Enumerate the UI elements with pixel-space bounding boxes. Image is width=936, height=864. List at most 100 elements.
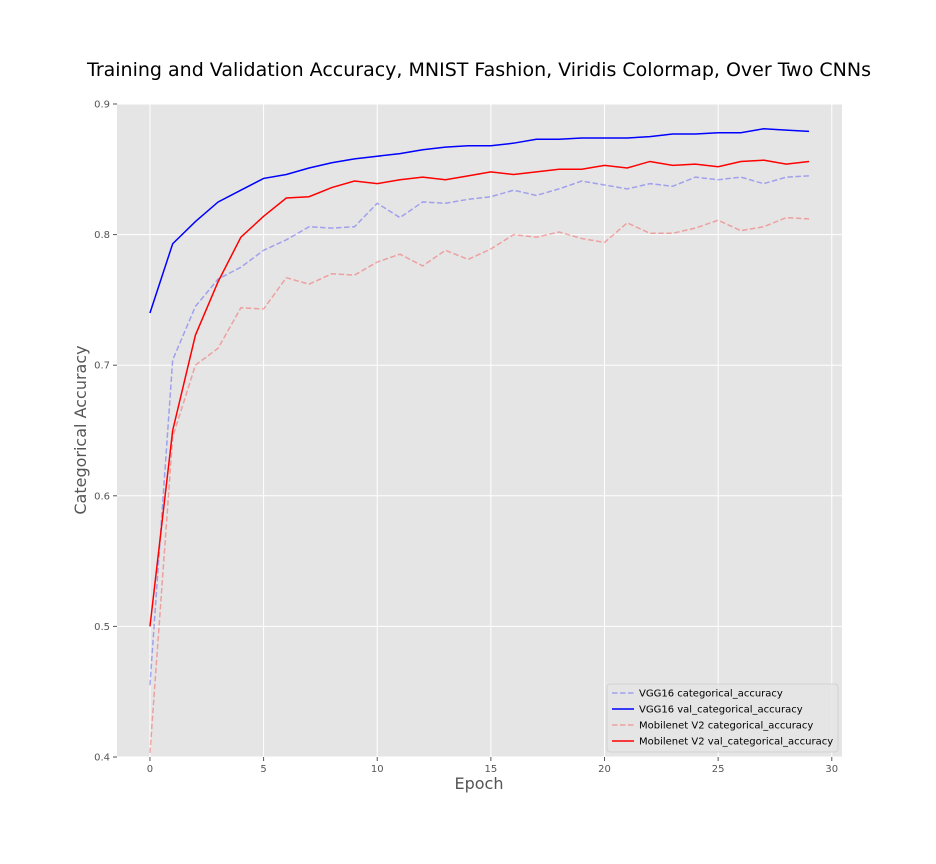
y-axis-label: Categorical Accuracy [71, 345, 90, 514]
data-point [558, 188, 559, 189]
data-point [786, 163, 787, 164]
data-point [240, 237, 241, 238]
data-point [354, 180, 355, 181]
data-point [399, 153, 400, 154]
data-point [695, 133, 696, 134]
data-point [763, 128, 764, 129]
series-line [149, 159, 810, 627]
chart-title: Training and Validation Accuracy, MNIST … [86, 59, 871, 81]
data-point [786, 177, 787, 178]
data-point [286, 197, 287, 198]
data-point [468, 199, 469, 200]
data-point [331, 227, 332, 228]
data-point [627, 167, 628, 168]
data-point [808, 131, 809, 132]
data-point [604, 242, 605, 243]
legend-label: Mobilenet V2 categorical_accuracy [639, 721, 813, 732]
x-tick-label: 15 [484, 764, 497, 775]
data-point [763, 226, 764, 227]
data-point [513, 190, 514, 191]
data-point [240, 190, 241, 191]
series-1 [149, 175, 810, 686]
data-point [763, 160, 764, 161]
data-point [422, 265, 423, 266]
x-tick-label: 30 [825, 764, 838, 775]
data-point [581, 238, 582, 239]
data-point [195, 365, 196, 366]
data-point [445, 203, 446, 204]
data-point [308, 284, 309, 285]
axes: 0 5 10 15 20 25 30 0.4 0.5 0.6 0.7 0.8 0.9 [94, 100, 838, 776]
series-2 [149, 128, 810, 314]
data-point [490, 145, 491, 146]
data-point [627, 188, 628, 189]
data-point [422, 177, 423, 178]
x-tick-label: 20 [598, 764, 611, 775]
data-point [354, 158, 355, 159]
data-point [468, 145, 469, 146]
data-point [354, 226, 355, 227]
data-point [331, 162, 332, 163]
data-point [604, 165, 605, 166]
data-point [172, 359, 173, 360]
data-point [240, 307, 241, 308]
data-point [445, 179, 446, 180]
data-point [490, 171, 491, 172]
data-point [672, 233, 673, 234]
x-axis-label: Epoch [455, 774, 504, 793]
y-tick-label: 0.9 [94, 100, 110, 111]
data-point [422, 149, 423, 150]
x-tick-label: 25 [712, 764, 725, 775]
data-point [604, 137, 605, 138]
data-point [377, 203, 378, 204]
y-tick-label: 0.8 [94, 230, 110, 241]
data-point [240, 267, 241, 268]
data-point [377, 261, 378, 262]
data-point [149, 752, 150, 753]
data-point [468, 175, 469, 176]
data-point [649, 136, 650, 137]
data-point [149, 312, 150, 313]
data-point [808, 218, 809, 219]
data-point [786, 217, 787, 218]
data-point [786, 130, 787, 131]
data-point [627, 137, 628, 138]
data-point [195, 335, 196, 336]
data-point [218, 201, 219, 202]
data-point [331, 187, 332, 188]
data-point [377, 156, 378, 157]
data-point [740, 177, 741, 178]
y-tick-label: 0.7 [94, 361, 110, 372]
series-lines [149, 128, 810, 754]
data-point [649, 183, 650, 184]
data-point [581, 169, 582, 170]
data-point [558, 139, 559, 140]
data-point [263, 250, 264, 251]
data-point [308, 226, 309, 227]
data-point [536, 195, 537, 196]
data-point [808, 175, 809, 176]
data-point [740, 132, 741, 133]
legend-label: Mobilenet V2 val_categorical_accuracy [639, 737, 833, 748]
data-point [149, 626, 150, 627]
data-point [536, 237, 537, 238]
legend-label: VGG16 val_categorical_accuracy [639, 705, 803, 716]
data-point [604, 184, 605, 185]
data-point [149, 685, 150, 686]
data-point [513, 143, 514, 144]
data-point [490, 196, 491, 197]
data-point [218, 281, 219, 282]
data-point [399, 254, 400, 255]
data-point [490, 248, 491, 249]
data-point [286, 239, 287, 240]
series-line [149, 175, 810, 686]
data-point [649, 233, 650, 234]
series-line [149, 216, 810, 754]
data-point [672, 165, 673, 166]
data-point [672, 186, 673, 187]
data-point [695, 163, 696, 164]
data-point [649, 161, 650, 162]
legend-label: VGG16 categorical_accuracy [639, 689, 783, 700]
data-point [536, 171, 537, 172]
